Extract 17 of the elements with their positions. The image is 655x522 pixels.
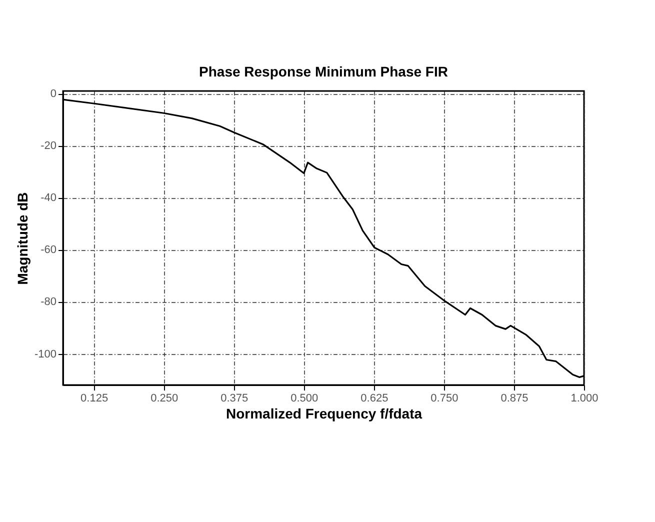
x-tick-label: 0.875 <box>500 392 528 404</box>
y-tick-label: -80 <box>40 296 56 308</box>
y-axis-title: Magnitude dB <box>14 192 30 285</box>
x-tick-label: 0.750 <box>430 392 458 404</box>
x-axis-title: Normalized Frequency f/fdata <box>226 406 422 422</box>
x-tick-label: 0.125 <box>80 392 108 404</box>
y-tick-label: -60 <box>40 244 56 256</box>
x-tick-label: 0.625 <box>360 392 388 404</box>
x-tick-label: 1.000 <box>570 392 598 404</box>
y-tick-label: -20 <box>40 140 56 152</box>
x-tick-label: 0.375 <box>220 392 248 404</box>
x-tick-label: 0.250 <box>150 392 178 404</box>
x-tick-label: 0.500 <box>290 392 318 404</box>
y-tick-label: -100 <box>34 348 56 360</box>
y-tick-label: -40 <box>40 192 56 204</box>
chart-title: Phase Response Minimum Phase FIR <box>199 64 448 80</box>
y-tick-label: 0 <box>50 88 56 100</box>
